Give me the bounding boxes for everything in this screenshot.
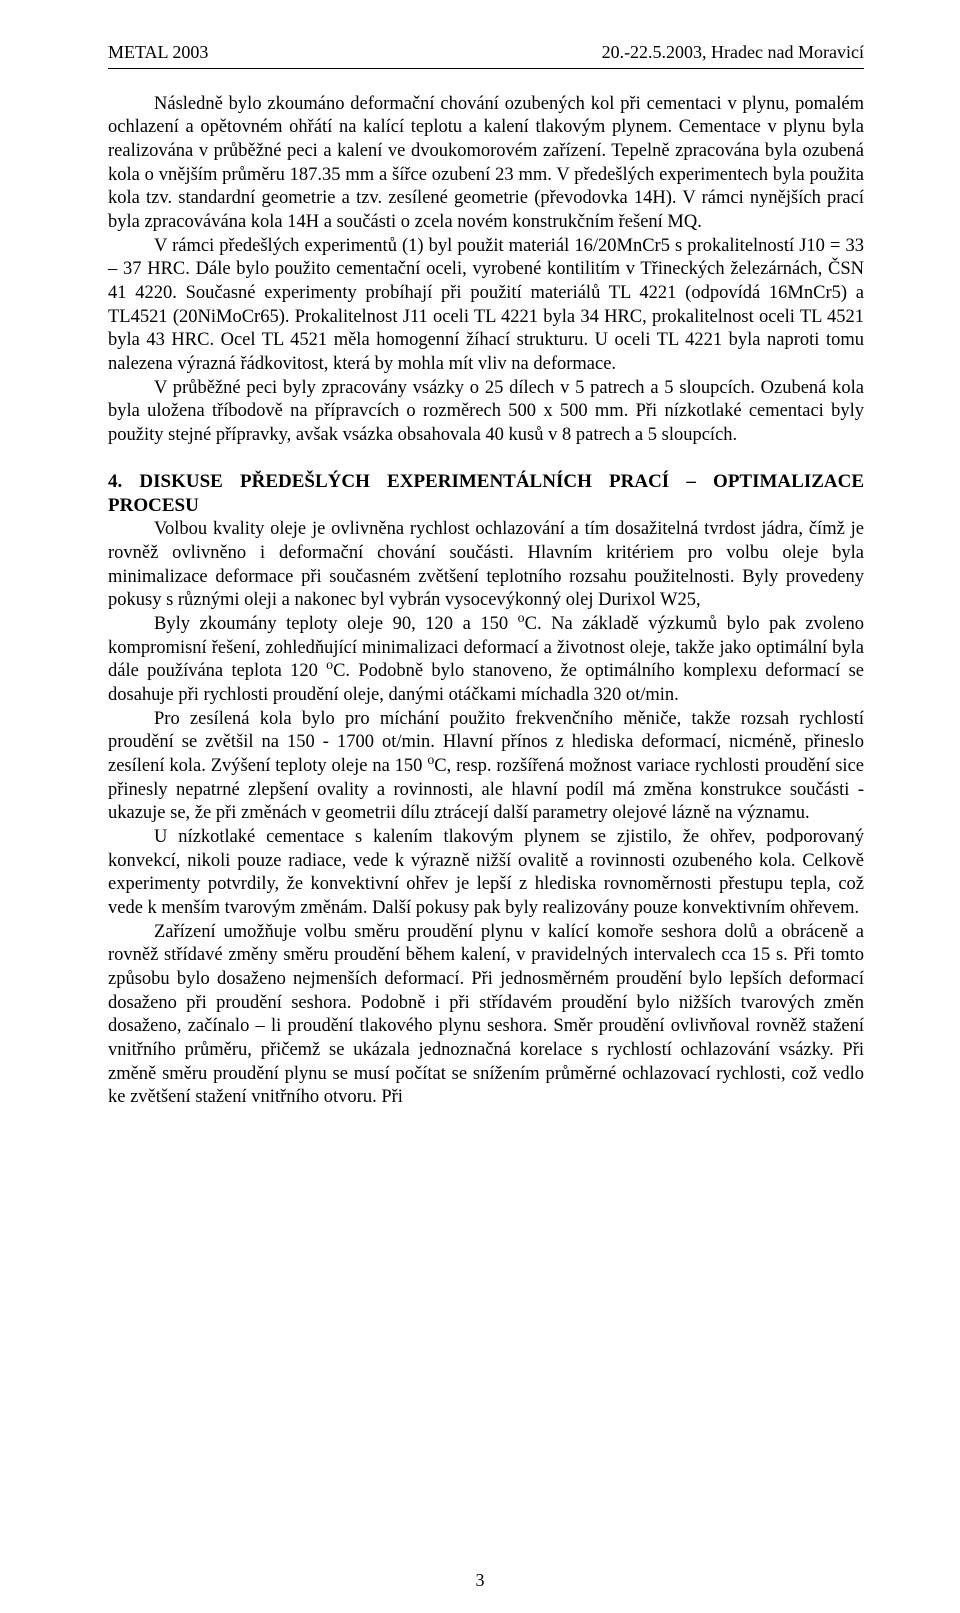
body-paragraph: Pro zesílená kola bylo pro míchání použi… <box>108 708 864 826</box>
section-heading: 4. DISKUSE PŘEDEŠLÝCH EXPERIMENTÁLNÍCH P… <box>108 470 864 519</box>
degree-superscript: o <box>518 611 525 626</box>
body-paragraph: Následně bylo zkoumáno deformační chován… <box>108 93 864 235</box>
body-paragraph: U nízkotlaké cementace s kalením tlakový… <box>108 826 864 921</box>
running-header: METAL 2003 20.-22.5.2003, Hradec nad Mor… <box>108 42 864 64</box>
body-paragraph: V rámci předešlých experimentů (1) byl p… <box>108 235 864 377</box>
body-paragraph: Byly zkoumány teploty oleje 90, 120 a 15… <box>108 613 864 708</box>
text-run: Byly zkoumány teploty oleje 90, 120 a 15… <box>154 614 518 634</box>
body-paragraph: V průběžné peci byly zpracovány vsázky o… <box>108 377 864 448</box>
header-rule <box>108 68 864 69</box>
body-paragraph: Zařízení umožňuje volbu směru proudění p… <box>108 921 864 1110</box>
body-paragraph: Volbou kvality oleje je ovlivněna rychlo… <box>108 518 864 613</box>
header-right: 20.-22.5.2003, Hradec nad Moravicí <box>602 42 864 64</box>
document-page: METAL 2003 20.-22.5.2003, Hradec nad Mor… <box>0 0 960 1613</box>
header-left: METAL 2003 <box>108 42 208 64</box>
page-number: 3 <box>0 1570 960 1591</box>
